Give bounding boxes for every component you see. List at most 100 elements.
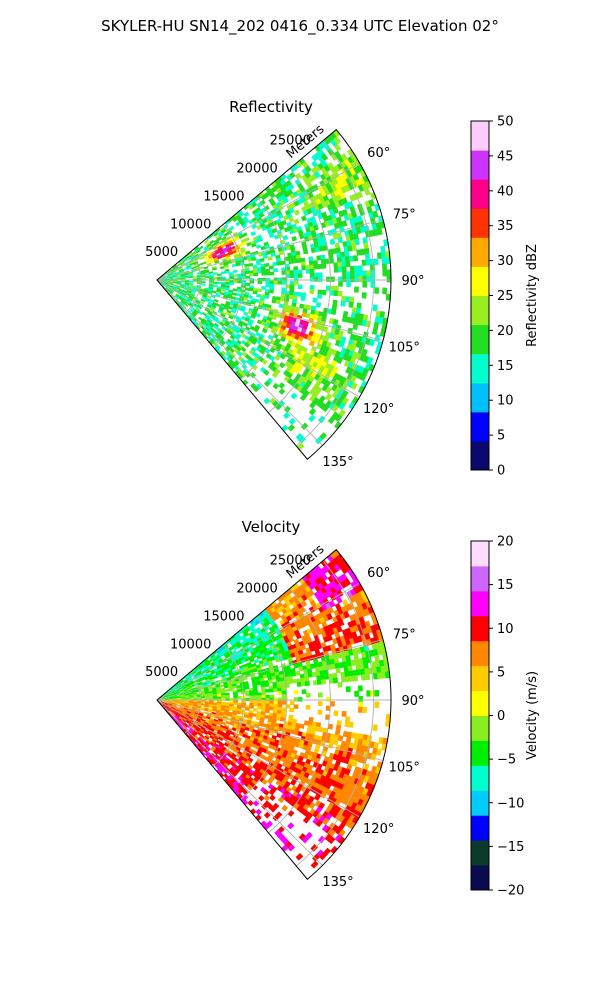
colorbar-segment [471,208,489,238]
radar-cell [200,704,206,708]
radar-cell [297,697,303,702]
azimuth-gridline [156,279,323,446]
radar-cell [329,290,335,296]
radar-cell [265,700,271,705]
radar-cell [242,311,249,316]
radar-cell [258,212,265,219]
radar-cell [209,678,215,682]
radar-cell [197,310,203,316]
radar-cell [315,302,322,308]
radar-cell [337,681,343,688]
radar-cell [269,688,275,693]
radar-cell [247,799,254,807]
radar-cell [353,265,359,272]
radar-cell [248,262,254,267]
radar-cell [340,300,346,307]
radar-cell [288,417,296,426]
radar-cell [333,136,342,145]
radar-cell [269,694,275,699]
radar-cell [325,393,333,401]
radar-cell [236,710,242,715]
radar-cell [318,276,323,282]
radar-cell [382,287,388,295]
radar-cell [277,280,283,285]
range-ring [240,196,288,380]
radar-cell [329,285,335,292]
radar-cell [264,682,270,688]
radar-cell [248,287,254,292]
radar-cell [293,218,300,225]
radar-cell [337,236,344,244]
radar-cell [348,301,354,308]
radar-cell [256,293,262,298]
colorbar: −20 −15 −10 −5 0 5 10 15 20 Velocity (m/s) [470,535,540,899]
radar-cell [363,242,369,250]
radar-cell [289,273,295,278]
radar-cell [232,685,238,690]
radar-cell [314,276,319,282]
radar-cell [231,263,237,268]
colorbar-segment [471,590,489,617]
radar-cell [261,286,267,290]
azimuth-tick-label: 90° [401,694,424,709]
radar-cell [280,717,286,722]
radar-cell [273,697,279,702]
radar-cell [338,276,343,282]
radar-cell [211,267,217,271]
radar-cell [358,270,364,277]
radar-cell [364,248,370,255]
radar-cell [333,710,339,717]
radar-cell [317,293,323,300]
radar-cell [281,280,287,285]
radar-cell [196,305,202,310]
radar-cell [224,287,230,291]
radar-cell [264,709,270,714]
radar-cell [380,245,386,253]
radar-cell [376,227,383,236]
radar-cell [300,261,306,267]
radar-cell [265,697,271,702]
radar-cell [362,270,368,277]
radar-cell [366,734,373,742]
radar-cell [171,271,177,275]
radar-cell [232,288,238,292]
radar-cell [223,265,229,269]
radar-cell [236,288,242,293]
radar-cell [206,262,212,266]
radar-cell [180,696,186,699]
radar-cell [242,676,248,681]
radar-cell [267,679,274,684]
radar-cell [304,680,310,687]
radar-cell [180,276,186,279]
radar-cell [372,304,378,312]
radar-cell [366,270,372,277]
radar-cell [332,677,339,684]
radar-data-field [159,129,391,451]
radar-cell [255,244,262,249]
radar-cell [259,257,265,263]
radar-cell [386,269,391,277]
radar-cell [224,688,230,692]
radar-cell [281,694,287,699]
radar-cell [219,291,225,296]
radar-cell [337,619,345,627]
radar-cell [209,239,215,245]
radar-cell [281,804,289,812]
range-tick-label: 15000 [203,609,244,624]
radar-cell [379,311,386,319]
radar-cell [354,276,360,283]
radar-cell [290,392,298,400]
radar-cell [188,284,194,287]
radar-cell [174,295,179,300]
radar-cell [195,249,201,254]
radar-cell [263,794,271,802]
colorbar-segment [471,790,489,816]
azimuth-tick-label: 135° [322,875,353,890]
radar-cell [212,272,218,275]
radar-cell [192,275,198,278]
radar-cell [372,724,378,732]
radar-cell [313,272,319,278]
radar-cell [281,687,287,692]
radar-cell [228,707,234,712]
radar-cell [256,288,262,293]
